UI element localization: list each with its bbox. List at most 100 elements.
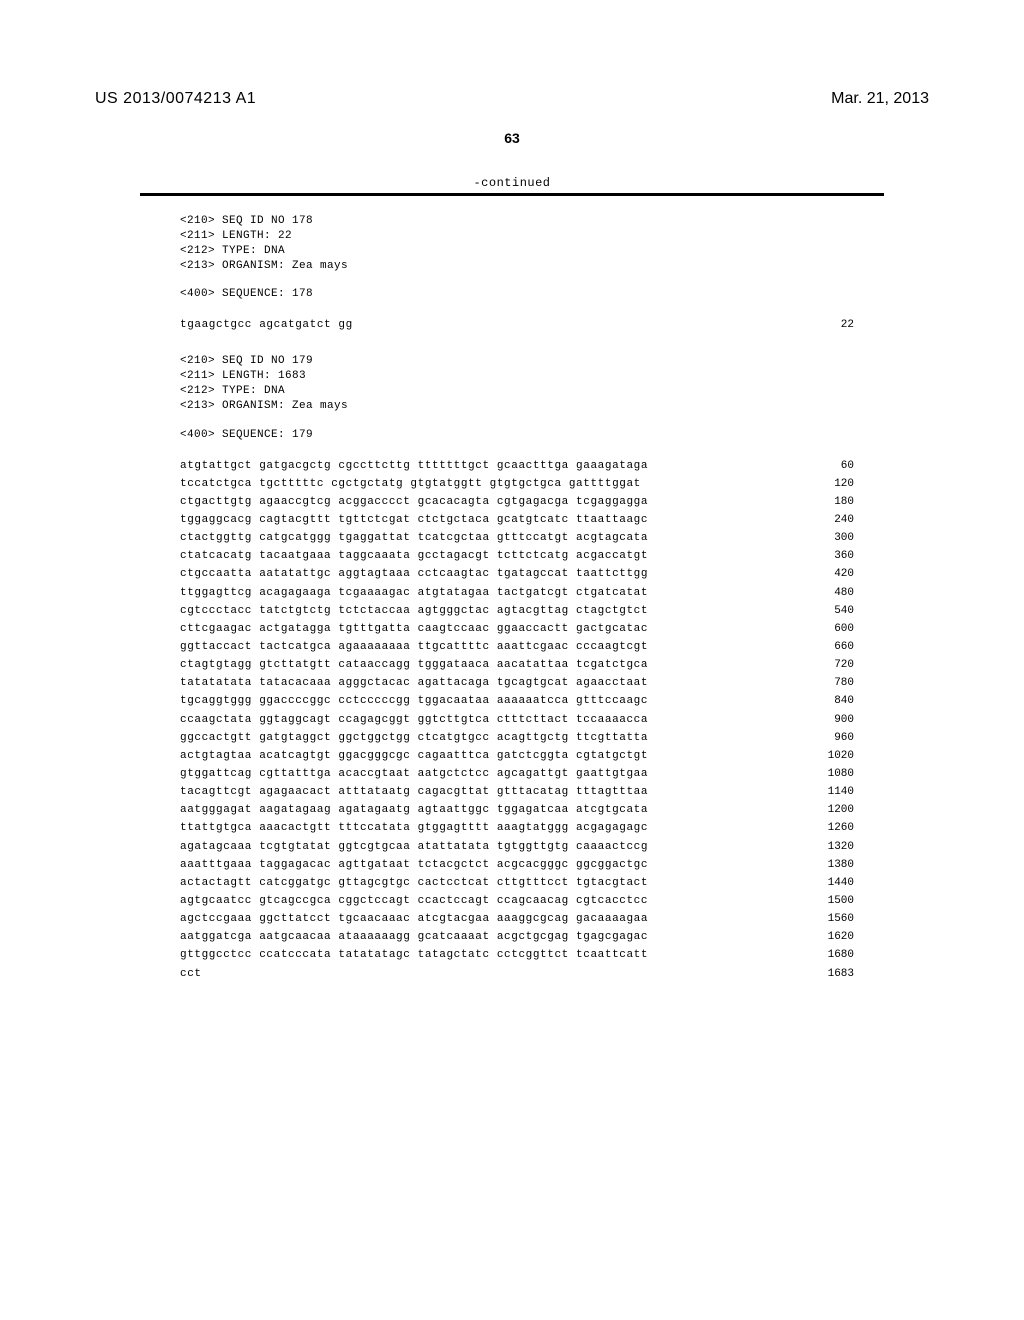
- sequence-position: 720: [804, 656, 854, 674]
- sequence-row: tgaagctgcc agcatgatct gg 22: [180, 316, 854, 334]
- sequence-row: ctgacttgtg agaaccgtcg acggacccct gcacaca…: [180, 493, 854, 511]
- sequence-row: ctatcacatg tacaatgaaa taggcaaata gcctaga…: [180, 547, 854, 565]
- sequence-row: ttattgtgca aaacactgtt tttccatata gtggagt…: [180, 819, 854, 837]
- sequence-text: tggaggcacg cagtacgttt tgttctcgat ctctgct…: [180, 511, 648, 529]
- sequence-row: aatgggagat aagatagaag agatagaatg agtaatt…: [180, 801, 854, 819]
- sequence-text: gtggattcag cgttatttga acaccgtaat aatgctc…: [180, 765, 648, 783]
- sequence-text: aatggatcga aatgcaacaa ataaaaaagg gcatcaa…: [180, 928, 648, 946]
- sequence-text: cttcgaagac actgatagga tgtttgatta caagtcc…: [180, 620, 648, 638]
- sequence-text: ggttaccact tactcatgca agaaaaaaaa ttgcatt…: [180, 638, 648, 656]
- sequence-position: 900: [804, 711, 854, 729]
- sequence-text: ctgacttgtg agaaccgtcg acggacccct gcacaca…: [180, 493, 648, 511]
- sequence-row: ctgccaatta aatatattgc aggtagtaaa cctcaag…: [180, 565, 854, 583]
- sequence-position: 960: [804, 729, 854, 747]
- sequence-text: ttattgtgca aaacactgtt tttccatata gtggagt…: [180, 819, 648, 837]
- sequence-row: ccaagctata ggtaggcagt ccagagcggt ggtcttg…: [180, 711, 854, 729]
- sequence-text: tgaagctgcc agcatgatct gg: [180, 316, 353, 334]
- sequence-row: tatatatata tatacacaaa agggctacac agattac…: [180, 674, 854, 692]
- seq-header: <400> SEQUENCE: 178: [180, 287, 854, 302]
- sequence-row: agctccgaaa ggcttatcct tgcaacaaac atcgtac…: [180, 910, 854, 928]
- sequence-row: gttggcctcc ccatcccata tatatatagc tatagct…: [180, 946, 854, 964]
- sequence-text: agatagcaaa tcgtgtatat ggtcgtgcaa atattat…: [180, 838, 648, 856]
- sequence-position: 1140: [804, 783, 854, 801]
- sequence-row: ggccactgtt gatgtaggct ggctggctgg ctcatgt…: [180, 729, 854, 747]
- seq-header: <400> SEQUENCE: 179: [180, 428, 854, 443]
- sequence-position: 780: [804, 674, 854, 692]
- sequence-position: 60: [804, 457, 854, 475]
- page-number: 63: [0, 130, 1024, 146]
- sequence-position: 180: [804, 493, 854, 511]
- sequence-text: actgtagtaa acatcagtgt ggacgggcgc cagaatt…: [180, 747, 648, 765]
- sequence-position: 1683: [804, 965, 854, 983]
- continued-block: -continued: [0, 176, 1024, 196]
- sequence-position: 1320: [804, 838, 854, 856]
- sequence-text: aatgggagat aagatagaag agatagaatg agtaatt…: [180, 801, 648, 819]
- sequence-position: 840: [804, 692, 854, 710]
- sequence-text: agctccgaaa ggcttatcct tgcaacaaac atcgtac…: [180, 910, 648, 928]
- sequence-row: cttcgaagac actgatagga tgtttgatta caagtcc…: [180, 620, 854, 638]
- sequence-text: cct: [180, 965, 202, 983]
- sequence-row: actactagtt catcggatgc gttagcgtgc cactcct…: [180, 874, 854, 892]
- sequence-position: 1560: [804, 910, 854, 928]
- sequence-text: actactagtt catcggatgc gttagcgtgc cactcct…: [180, 874, 648, 892]
- sequence-text: gttggcctcc ccatcccata tatatatagc tatagct…: [180, 946, 648, 964]
- sequence-row: tggaggcacg cagtacgttt tgttctcgat ctctgct…: [180, 511, 854, 529]
- sequence-position: 240: [804, 511, 854, 529]
- sequence-position: 360: [804, 547, 854, 565]
- sequence-position: 540: [804, 602, 854, 620]
- seq-meta-line: <212> TYPE: DNA: [180, 244, 854, 259]
- sequence-position: 1680: [804, 946, 854, 964]
- sequence-row: ttggagttcg acagagaaga tcgaaaagac atgtata…: [180, 584, 854, 602]
- sequence-position: 660: [804, 638, 854, 656]
- sequence-text: ttggagttcg acagagaaga tcgaaaagac atgtata…: [180, 584, 648, 602]
- page-header: US 2013/0074213 A1 Mar. 21, 2013: [0, 0, 1024, 108]
- sequence-position: 1020: [804, 747, 854, 765]
- seq-meta-line: <213> ORGANISM: Zea mays: [180, 259, 854, 274]
- sequence-position: 480: [804, 584, 854, 602]
- seq-meta-line: <213> ORGANISM: Zea mays: [180, 399, 854, 414]
- sequence-text: tacagttcgt agagaacact atttataatg cagacgt…: [180, 783, 648, 801]
- sequence-position: 1200: [804, 801, 854, 819]
- sequence-text: ctgccaatta aatatattgc aggtagtaaa cctcaag…: [180, 565, 648, 583]
- sequence-position: 120: [804, 475, 854, 493]
- sequence-text: aaatttgaaa taggagacac agttgataat tctacgc…: [180, 856, 648, 874]
- sequence-text: cgtccctacc tatctgtctg tctctaccaa agtgggc…: [180, 602, 648, 620]
- sequence-listing: <210> SEQ ID NO 178<211> LENGTH: 22<212>…: [0, 196, 1024, 983]
- continued-label: -continued: [140, 176, 884, 190]
- publication-date: Mar. 21, 2013: [831, 90, 929, 108]
- sequence-position: 22: [804, 316, 854, 334]
- sequence-text: tgcaggtggg ggaccccggc cctcccccgg tggacaa…: [180, 692, 648, 710]
- sequence-position: 1080: [804, 765, 854, 783]
- seq-meta-line: <210> SEQ ID NO 178: [180, 214, 854, 229]
- sequence-row: aatggatcga aatgcaacaa ataaaaaagg gcatcaa…: [180, 928, 854, 946]
- seq-meta-line: <211> LENGTH: 22: [180, 229, 854, 244]
- sequence-row: ctagtgtagg gtcttatgtt cataaccagg tgggata…: [180, 656, 854, 674]
- sequence-text: ccaagctata ggtaggcagt ccagagcggt ggtcttg…: [180, 711, 648, 729]
- sequence-text: ctatcacatg tacaatgaaa taggcaaata gcctaga…: [180, 547, 648, 565]
- sequence-row: ctactggttg catgcatggg tgaggattat tcatcgc…: [180, 529, 854, 547]
- seq-meta-line: <211> LENGTH: 1683: [180, 369, 854, 384]
- sequence-row: ggttaccact tactcatgca agaaaaaaaa ttgcatt…: [180, 638, 854, 656]
- sequence-text: ggccactgtt gatgtaggct ggctggctgg ctcatgt…: [180, 729, 648, 747]
- sequence-position: 300: [804, 529, 854, 547]
- sequence-row: aaatttgaaa taggagacac agttgataat tctacgc…: [180, 856, 854, 874]
- sequence-position: 600: [804, 620, 854, 638]
- sequence-row: atgtattgct gatgacgctg cgccttcttg ttttttt…: [180, 457, 854, 475]
- sequence-position: 420: [804, 565, 854, 583]
- sequence-text: ctagtgtagg gtcttatgtt cataaccagg tgggata…: [180, 656, 648, 674]
- sequence-text: tatatatata tatacacaaa agggctacac agattac…: [180, 674, 648, 692]
- sequence-position: 1620: [804, 928, 854, 946]
- publication-number: US 2013/0074213 A1: [95, 90, 256, 108]
- sequence-text: atgtattgct gatgacgctg cgccttcttg ttttttt…: [180, 457, 648, 475]
- sequence-text: ctactggttg catgcatggg tgaggattat tcatcgc…: [180, 529, 648, 547]
- sequence-row: cct 1683: [180, 965, 854, 983]
- sequence-row: tccatctgca tgctttttc cgctgctatg gtgtatgg…: [180, 475, 854, 493]
- sequence-row: gtggattcag cgttatttga acaccgtaat aatgctc…: [180, 765, 854, 783]
- sequence-text: tccatctgca tgctttttc cgctgctatg gtgtatgg…: [180, 475, 641, 493]
- sequence-row: tacagttcgt agagaacact atttataatg cagacgt…: [180, 783, 854, 801]
- seq-meta-line: <212> TYPE: DNA: [180, 384, 854, 399]
- sequence-text: agtgcaatcc gtcagccgca cggctccagt ccactcc…: [180, 892, 648, 910]
- sequence-position: 1440: [804, 874, 854, 892]
- sequence-position: 1380: [804, 856, 854, 874]
- sequence-position: 1260: [804, 819, 854, 837]
